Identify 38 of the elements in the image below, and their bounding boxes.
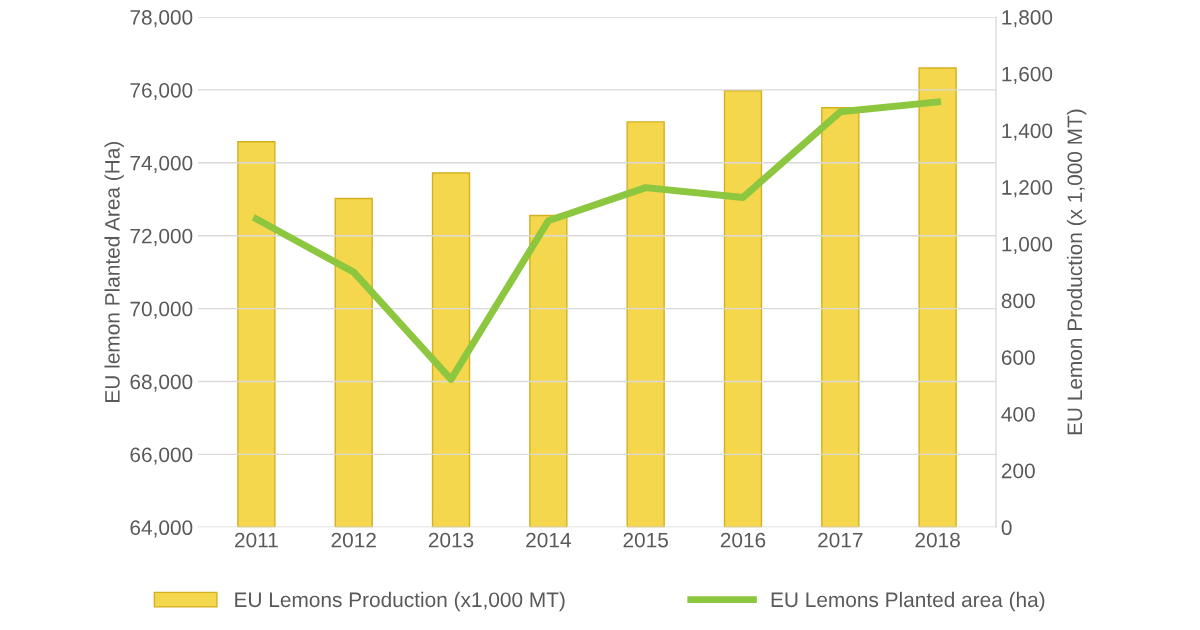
legend-label: EU Lemons Planted area (ha) — [771, 591, 1045, 612]
bar — [334, 197, 373, 528]
x-tick-label: 2015 — [623, 532, 668, 548]
y-tick-label: 68,000 — [130, 374, 193, 392]
bar — [723, 90, 763, 528]
y2-tick-label: 400 — [1001, 406, 1035, 422]
y-tick-label: 64,000 — [130, 520, 193, 538]
y2-tick-label: 600 — [1001, 350, 1035, 365]
bar — [626, 121, 665, 528]
y2-tick-label: 1,200 — [1002, 180, 1053, 198]
y2-tick-label: 0 — [1001, 520, 1012, 536]
x-tick-label: 2011 — [235, 532, 278, 548]
y-tick-label: 72,000 — [130, 228, 193, 246]
x-tick-label: 2018 — [915, 532, 960, 548]
y2-tick-label: 1,400 — [1002, 123, 1053, 141]
x-tick-label: 2017 — [818, 532, 863, 548]
y-tick-label: 76,000 — [130, 82, 193, 101]
y-tick-label: 74,000 — [130, 155, 193, 174]
y-tick-label: 66,000 — [130, 447, 193, 465]
y2-axis-title: EU Lemon Production (x 1,000 MT) — [1066, 109, 1087, 435]
y2-tick-label: 200 — [1001, 463, 1035, 479]
bar — [237, 141, 276, 528]
y2-tick-label: 800 — [1001, 293, 1035, 309]
y-tick-label: 70,000 — [130, 301, 193, 319]
y2-tick-label: 1,800 — [1002, 10, 1053, 28]
x-tick-label: 2014 — [526, 532, 571, 548]
legend-label: EU Lemons Production (x1,000 MT) — [235, 591, 565, 612]
x-tick-label: 2016 — [720, 532, 766, 548]
bar — [918, 67, 957, 528]
y2-tick-label: 1,000 — [1002, 236, 1053, 255]
bar — [821, 107, 860, 528]
y-axis-title: EU lemon Planted Area (Ha) — [104, 142, 124, 402]
bar — [431, 172, 471, 528]
y2-tick-label: 1,600 — [1002, 66, 1053, 84]
x-tick-label: 2013 — [428, 532, 474, 548]
y-tick-label: 78,000 — [130, 10, 193, 28]
bar — [529, 214, 568, 528]
x-tick-label: 2012 — [331, 532, 376, 548]
